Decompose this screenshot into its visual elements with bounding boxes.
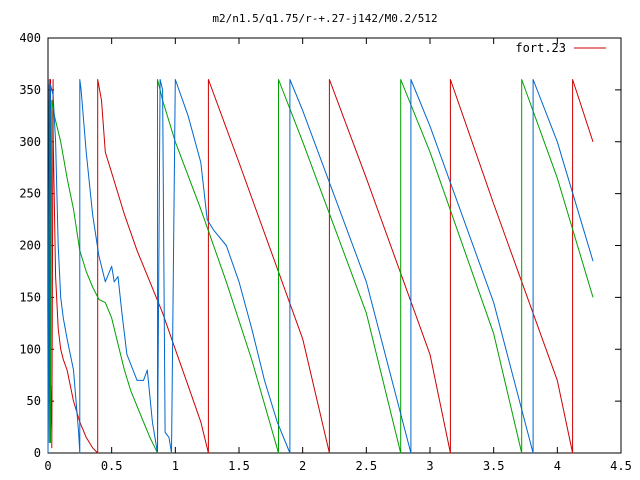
y-tick-label: 100	[19, 342, 41, 356]
series-line-2	[48, 80, 593, 454]
y-tick-label: 350	[19, 83, 41, 97]
legend: fort.23	[515, 41, 606, 55]
plot-frame	[48, 38, 621, 453]
series-line-3	[48, 80, 593, 454]
legend-label-fort-23: fort.23	[515, 41, 566, 55]
y-tick-label: 0	[34, 446, 41, 460]
x-tick-label: 1	[172, 459, 179, 473]
y-tick-label: 200	[19, 239, 41, 253]
chart-title: m2/n1.5/q1.75/r-+.27-j142/M0.2/512	[212, 12, 437, 25]
x-tick-label: 0.5	[101, 459, 123, 473]
x-tick-label: 4	[554, 459, 561, 473]
x-tick-label: 1.5	[228, 459, 250, 473]
y-tick-label: 300	[19, 135, 41, 149]
y-tick-label: 400	[19, 31, 41, 45]
x-tick-label: 4.5	[610, 459, 632, 473]
x-tick-label: 2	[299, 459, 306, 473]
x-tick-label: 3	[426, 459, 433, 473]
x-tick-label: 0	[44, 459, 51, 473]
series-line-1	[48, 80, 593, 454]
y-tick-label: 50	[27, 394, 41, 408]
y-tick-label: 250	[19, 187, 41, 201]
y-tick-label: 150	[19, 290, 41, 304]
x-tick-label: 3.5	[483, 459, 505, 473]
series-group	[48, 80, 593, 454]
x-tick-label: 2.5	[355, 459, 377, 473]
